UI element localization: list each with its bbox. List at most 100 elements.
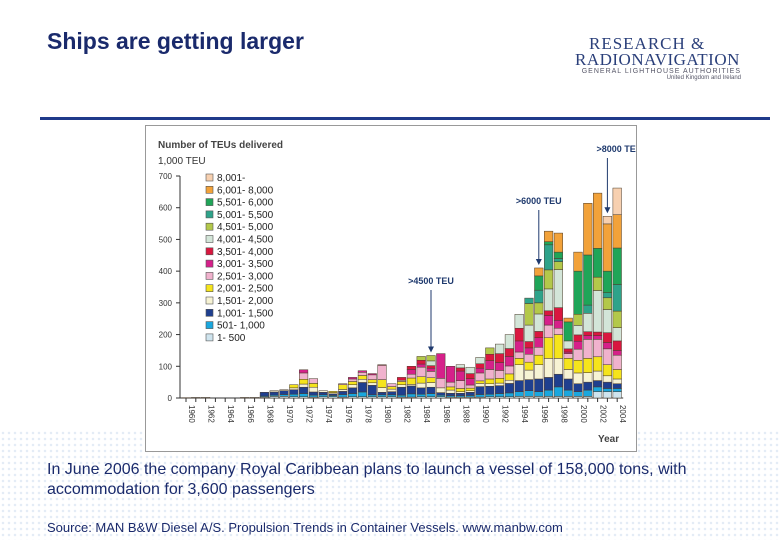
bar-segment-1971-s1 (289, 393, 299, 397)
bar-segment-2001-s4 (583, 358, 593, 373)
bar-segment-1996-s11 (534, 275, 544, 291)
y-tick-label: 700 (159, 172, 173, 181)
legend-label: 1- 500 (217, 333, 246, 344)
bar-segment-1961-s0 (191, 397, 201, 399)
bar-segment-2004-s13 (612, 187, 622, 215)
bar-segment-1991-s9 (485, 347, 495, 355)
bar-segment-1978-s5 (357, 372, 367, 376)
y-tick-label: 200 (159, 331, 173, 340)
y-tick-label: 100 (159, 362, 173, 371)
legend-swatch (205, 173, 214, 182)
bar-segment-2003-s11 (602, 270, 612, 293)
bar-segment-2002-s4 (593, 356, 603, 372)
bar-segment-1982-s4 (397, 381, 407, 385)
bar-segment-1998-s6 (553, 320, 563, 329)
bar-segment-1974-s2 (318, 392, 328, 396)
bar-segment-1985-s7 (426, 365, 436, 369)
bar-segment-2004-s7 (612, 340, 622, 351)
bar-segment-1991-s7 (485, 353, 495, 361)
bar-segment-1974-s1 (318, 394, 328, 397)
bar-segment-1983-s1 (406, 393, 416, 398)
bar-segment-1985-s6 (426, 367, 436, 372)
bar-segment-2000-s11 (573, 270, 583, 315)
arrowhead-icon (604, 207, 611, 214)
bar-segment-1998-s10 (553, 258, 563, 262)
legend-swatch (205, 272, 214, 280)
bar-segment-1968-s2 (259, 392, 269, 397)
bar-segment-2002-s12 (593, 192, 603, 249)
bar-segment-1997-s1 (544, 389, 554, 397)
logo: RESEARCH & RADIONAVIGATION GENERAL LIGHT… (575, 35, 755, 81)
bar-segment-1996-s7 (534, 331, 544, 338)
bar-segment-1970-s3 (279, 389, 289, 391)
y-axis-label: 1,000 TEU (158, 156, 206, 167)
bar-segment-1986-s6 (436, 353, 446, 379)
annotation-label: >4500 TEU (408, 276, 454, 286)
bar-segment-1973-s3 (308, 386, 318, 393)
bar-segment-2000-s9 (573, 314, 583, 326)
bar-segment-1999-s4 (563, 358, 573, 370)
bar-segment-2004-s1 (612, 388, 622, 392)
bar-segment-1999-s7 (563, 348, 573, 353)
bar-segment-1997-s12 (544, 230, 554, 242)
bar-segment-2000-s8 (573, 325, 583, 336)
legend-swatch (205, 198, 214, 206)
bar-segment-1969-s3 (269, 390, 279, 393)
bar-segment-2001-s7 (583, 331, 593, 336)
bar-segment-1981-s4 (387, 386, 397, 390)
bar-segment-1986-s3 (436, 387, 446, 393)
bar-segment-2003-s3 (602, 375, 612, 383)
legend-label: 4,001- 4,500 (217, 235, 274, 246)
bar-segment-1982-s3 (397, 384, 407, 388)
bar-segment-1996-s6 (534, 337, 544, 348)
legend-label: 6,001- 8,000 (217, 185, 274, 196)
bar-segment-1981-s1 (387, 394, 397, 397)
bar-segment-1993-s6 (504, 356, 514, 367)
bar-segment-2004-s6 (612, 350, 622, 356)
x-tick-label: 1998 (559, 405, 568, 423)
bar-segment-1972-s6 (299, 369, 309, 374)
bar-segment-1966-s0 (240, 397, 250, 399)
bar-segment-1981-s5 (387, 383, 397, 387)
bar-segment-1995-s4 (524, 361, 534, 371)
bar-segment-1977-s4 (348, 381, 358, 385)
bar-segment-1998-s7 (553, 307, 563, 321)
bar-segment-1983-s4 (406, 377, 416, 385)
bar-segment-1971-s4 (289, 384, 299, 389)
x-tick-label: 1974 (324, 405, 333, 423)
legend-swatch (205, 333, 214, 342)
x-tick-label: 1976 (344, 405, 353, 423)
bar-segment-1978-s2 (357, 382, 367, 393)
bar-segment-1992-s7 (495, 353, 505, 363)
bar-segment-1988-s6 (455, 370, 465, 381)
legend-swatch (205, 235, 214, 243)
bar-segment-2004-s0 (612, 391, 622, 399)
bar-segment-1977-s3 (348, 384, 358, 389)
bar-segment-1979-s2 (367, 385, 377, 396)
bar-segment-1980-s4 (377, 379, 387, 388)
x-tick-label: 1992 (501, 405, 510, 423)
bar-segment-1973-s4 (308, 383, 318, 388)
bar-segment-1999-s1 (563, 389, 573, 397)
bar-segment-2000-s4 (573, 360, 583, 374)
bar-segment-2000-s6 (573, 340, 583, 350)
bar-segment-2003-s5 (602, 348, 612, 365)
legend-swatch (205, 309, 214, 317)
legend-swatch (205, 210, 214, 219)
bar-segment-1982-s7 (397, 377, 407, 381)
header-rule (40, 117, 770, 120)
bar-segment-2004-s5 (612, 354, 622, 370)
bar-segment-1990-s7 (475, 363, 485, 369)
bar-segment-1995-s6 (524, 347, 534, 355)
x-tick-label: 1984 (422, 405, 431, 423)
bar-segment-1994-s7 (514, 327, 524, 342)
bar-segment-1990-s8 (475, 357, 485, 364)
bar-segment-1972-s1 (299, 393, 309, 397)
bar-segment-1976-s5 (338, 383, 348, 385)
bar-segment-2003-s6 (602, 342, 612, 350)
bar-segment-1989-s2 (465, 392, 475, 396)
bar-segment-1985-s3 (426, 382, 436, 388)
bar-segment-1983-s5 (406, 373, 416, 379)
bar-segment-1982-s1 (397, 394, 407, 398)
bar-segment-2002-s1 (593, 386, 603, 392)
